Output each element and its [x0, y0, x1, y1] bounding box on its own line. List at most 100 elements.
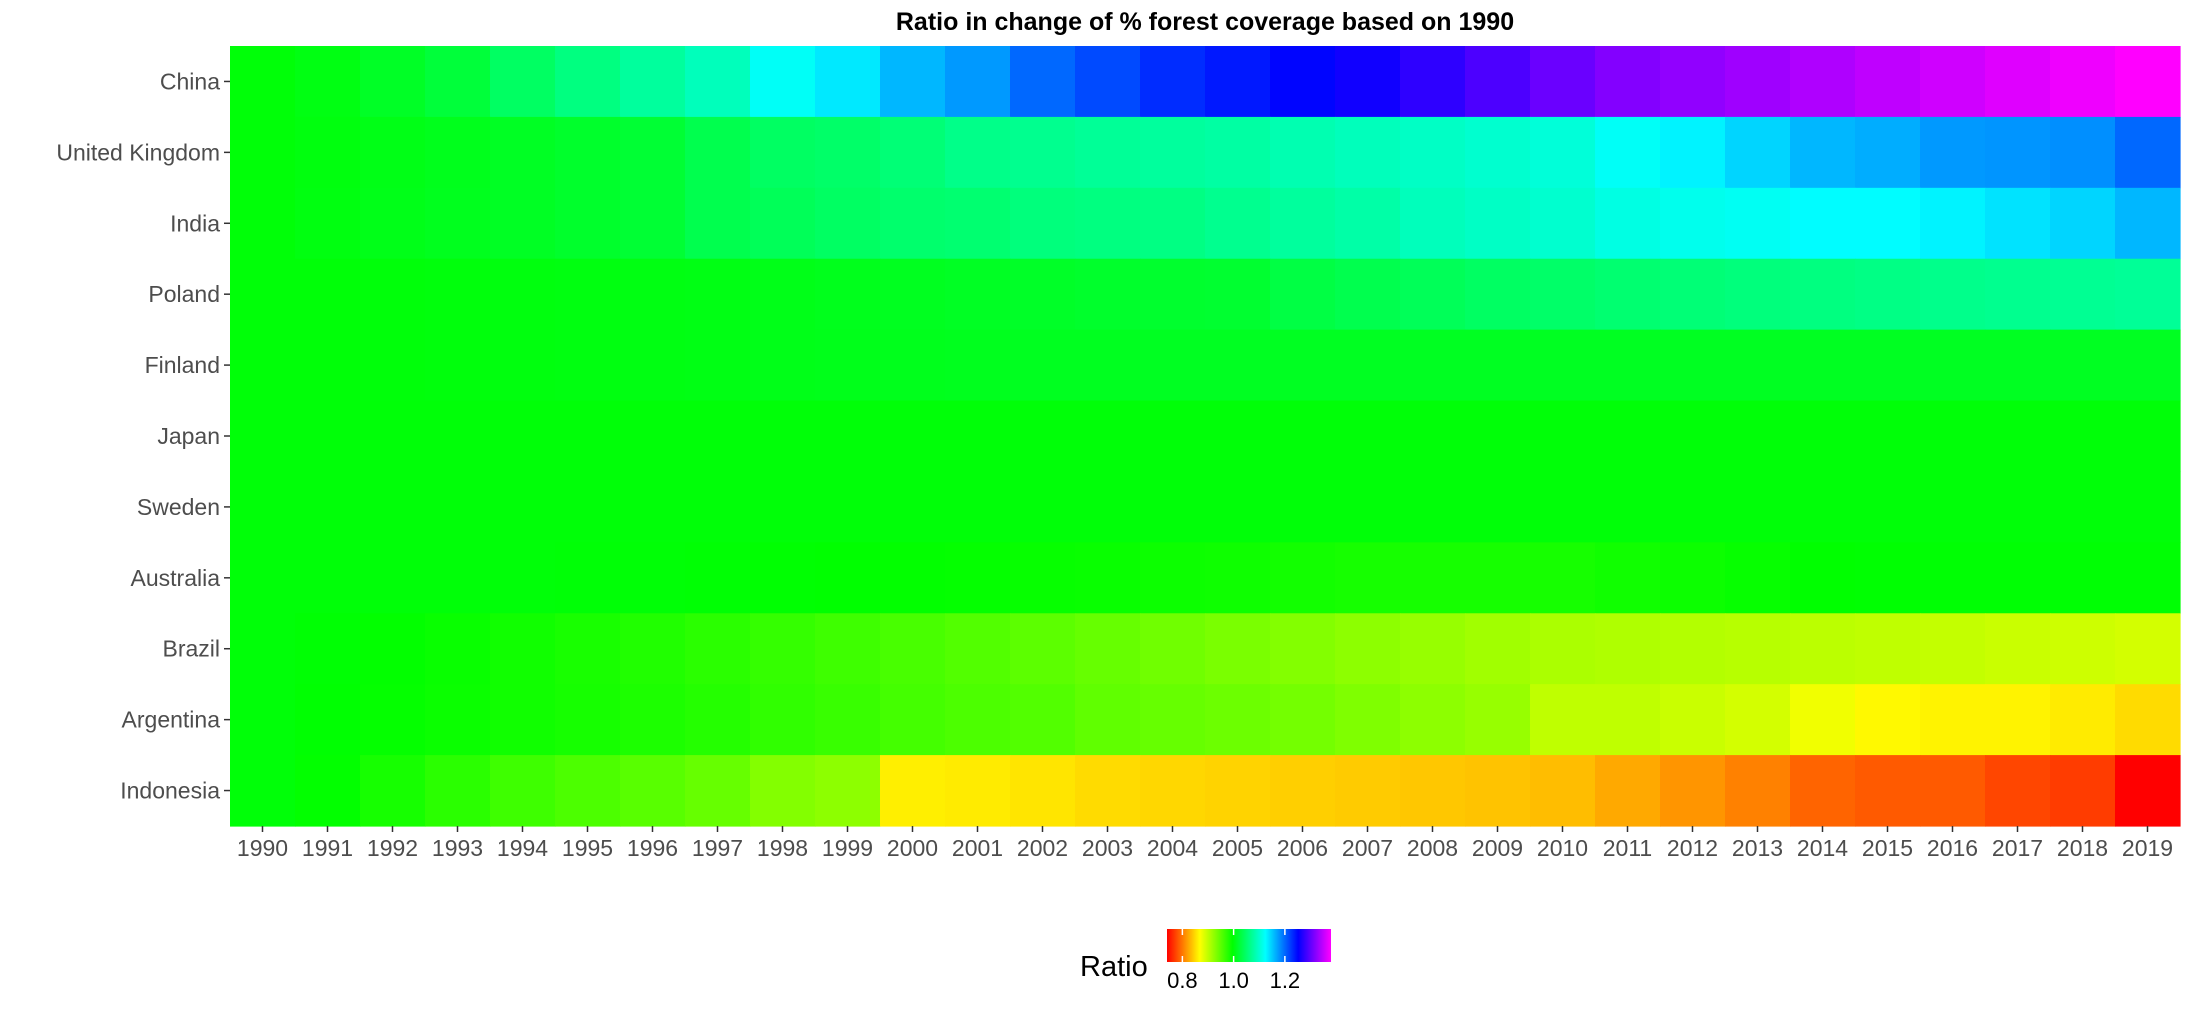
heatmap-cell [360, 471, 426, 543]
heatmap-cell [1270, 755, 1336, 827]
heatmap-cell [750, 613, 816, 685]
heatmap-cell [1400, 46, 1466, 118]
heatmap-cell [490, 684, 556, 756]
heatmap-cell [620, 258, 686, 331]
heatmap-cell [685, 258, 751, 331]
heatmap-cell [1465, 613, 1531, 685]
heatmap-cell [1920, 613, 1986, 685]
heatmap-cell [2115, 329, 2181, 402]
heatmap-cell [295, 755, 361, 827]
heatmap-cell [295, 613, 361, 685]
heatmap-cell [815, 684, 881, 756]
heatmap-cell [1400, 613, 1466, 685]
heatmap-cell [490, 613, 556, 685]
heatmap-cell [1010, 471, 1076, 543]
heatmap-cell [1270, 258, 1336, 331]
heatmap-cell [1660, 400, 1726, 473]
heatmap-cell [1595, 46, 1661, 118]
heatmap-cell [1205, 400, 1271, 473]
heatmap-cell [620, 400, 686, 473]
heatmap-cell [1335, 400, 1401, 473]
y-tick-label: China [160, 68, 220, 94]
heatmap-cell [1140, 258, 1206, 331]
heatmap-cell [1465, 400, 1531, 473]
heatmap-cell [490, 542, 556, 614]
heatmap-cell [230, 471, 296, 543]
heatmap-cell [2115, 613, 2181, 685]
heatmap-cell [425, 684, 491, 756]
heatmap-cell [1790, 116, 1856, 189]
x-tick-label: 1992 [367, 835, 418, 861]
heatmap-cell [2115, 46, 2181, 118]
heatmap-cell [750, 46, 816, 118]
heatmap-cell [1010, 542, 1076, 614]
x-tick-label: 2004 [1147, 835, 1198, 861]
heatmap-cell [685, 116, 751, 189]
legend-title: Ratio [1080, 951, 1148, 983]
heatmap-cell [880, 542, 946, 614]
heatmap-cell [685, 613, 751, 685]
x-tick-label: 1991 [302, 835, 353, 861]
heatmap-cell [1075, 755, 1141, 827]
heatmap-cell [1530, 684, 1596, 756]
heatmap-cell [295, 187, 361, 260]
heatmap-cell [1855, 258, 1921, 331]
heatmap-cell [1400, 400, 1466, 473]
heatmap-cell [1790, 187, 1856, 260]
heatmap-cell [1075, 613, 1141, 685]
heatmap-cell [945, 46, 1011, 118]
heatmap-cell [1400, 116, 1466, 189]
heatmap-cell [1725, 116, 1791, 189]
x-tick-label: 2008 [1407, 835, 1458, 861]
heatmap-cell [1335, 471, 1401, 543]
heatmap-cell [1205, 46, 1271, 118]
heatmap-cell [1790, 329, 1856, 402]
heatmap-cell [360, 684, 426, 756]
heatmap-cell [685, 46, 751, 118]
heatmap-cell [1595, 116, 1661, 189]
heatmap-cell [1270, 329, 1336, 402]
heatmap-cell [1790, 542, 1856, 614]
heatmap-cell [815, 187, 881, 260]
heatmap-cell [1205, 258, 1271, 331]
heatmap-cell [945, 258, 1011, 331]
heatmap-cell [360, 755, 426, 827]
heatmap-cell [555, 329, 621, 402]
heatmap-cell [555, 400, 621, 473]
heatmap-cell [815, 613, 881, 685]
heatmap-cell [1920, 329, 1986, 402]
heatmap-cell [1660, 684, 1726, 756]
heatmap-cell [1660, 471, 1726, 543]
heatmap-cell [1075, 471, 1141, 543]
heatmap-cell [1530, 471, 1596, 543]
heatmap-cell [1595, 187, 1661, 260]
heatmap-cell [2050, 46, 2116, 118]
heatmap-cell [620, 116, 686, 189]
heatmap-cell [425, 116, 491, 189]
heatmap-cell [1595, 613, 1661, 685]
heatmap-cell [295, 400, 361, 473]
heatmap-cell [1920, 400, 1986, 473]
heatmap-cell [1465, 684, 1531, 756]
x-tick-label: 1993 [432, 835, 483, 861]
heatmap-cell [555, 755, 621, 827]
heatmap-cell [295, 684, 361, 756]
x-tick-label: 2005 [1212, 835, 1263, 861]
heatmap-cell [230, 542, 296, 614]
heatmap-cell [1010, 613, 1076, 685]
heatmap-cell [1660, 116, 1726, 189]
x-tick-label: 2013 [1732, 835, 1783, 861]
heatmap-cell [1010, 187, 1076, 260]
heatmap-cell [1985, 471, 2051, 543]
heatmap-cell [1075, 542, 1141, 614]
colorbar-tick-label: 1.0 [1218, 968, 1249, 993]
heatmap-cell [1920, 258, 1986, 331]
heatmap-cell [620, 542, 686, 614]
heatmap-cell [1985, 258, 2051, 331]
heatmap-cell [1920, 471, 1986, 543]
heatmap-cell [815, 46, 881, 118]
heatmap-cell [815, 542, 881, 614]
heatmap-cell [1205, 755, 1271, 827]
heatmap-cell [1660, 613, 1726, 685]
heatmap-cell [1465, 258, 1531, 331]
